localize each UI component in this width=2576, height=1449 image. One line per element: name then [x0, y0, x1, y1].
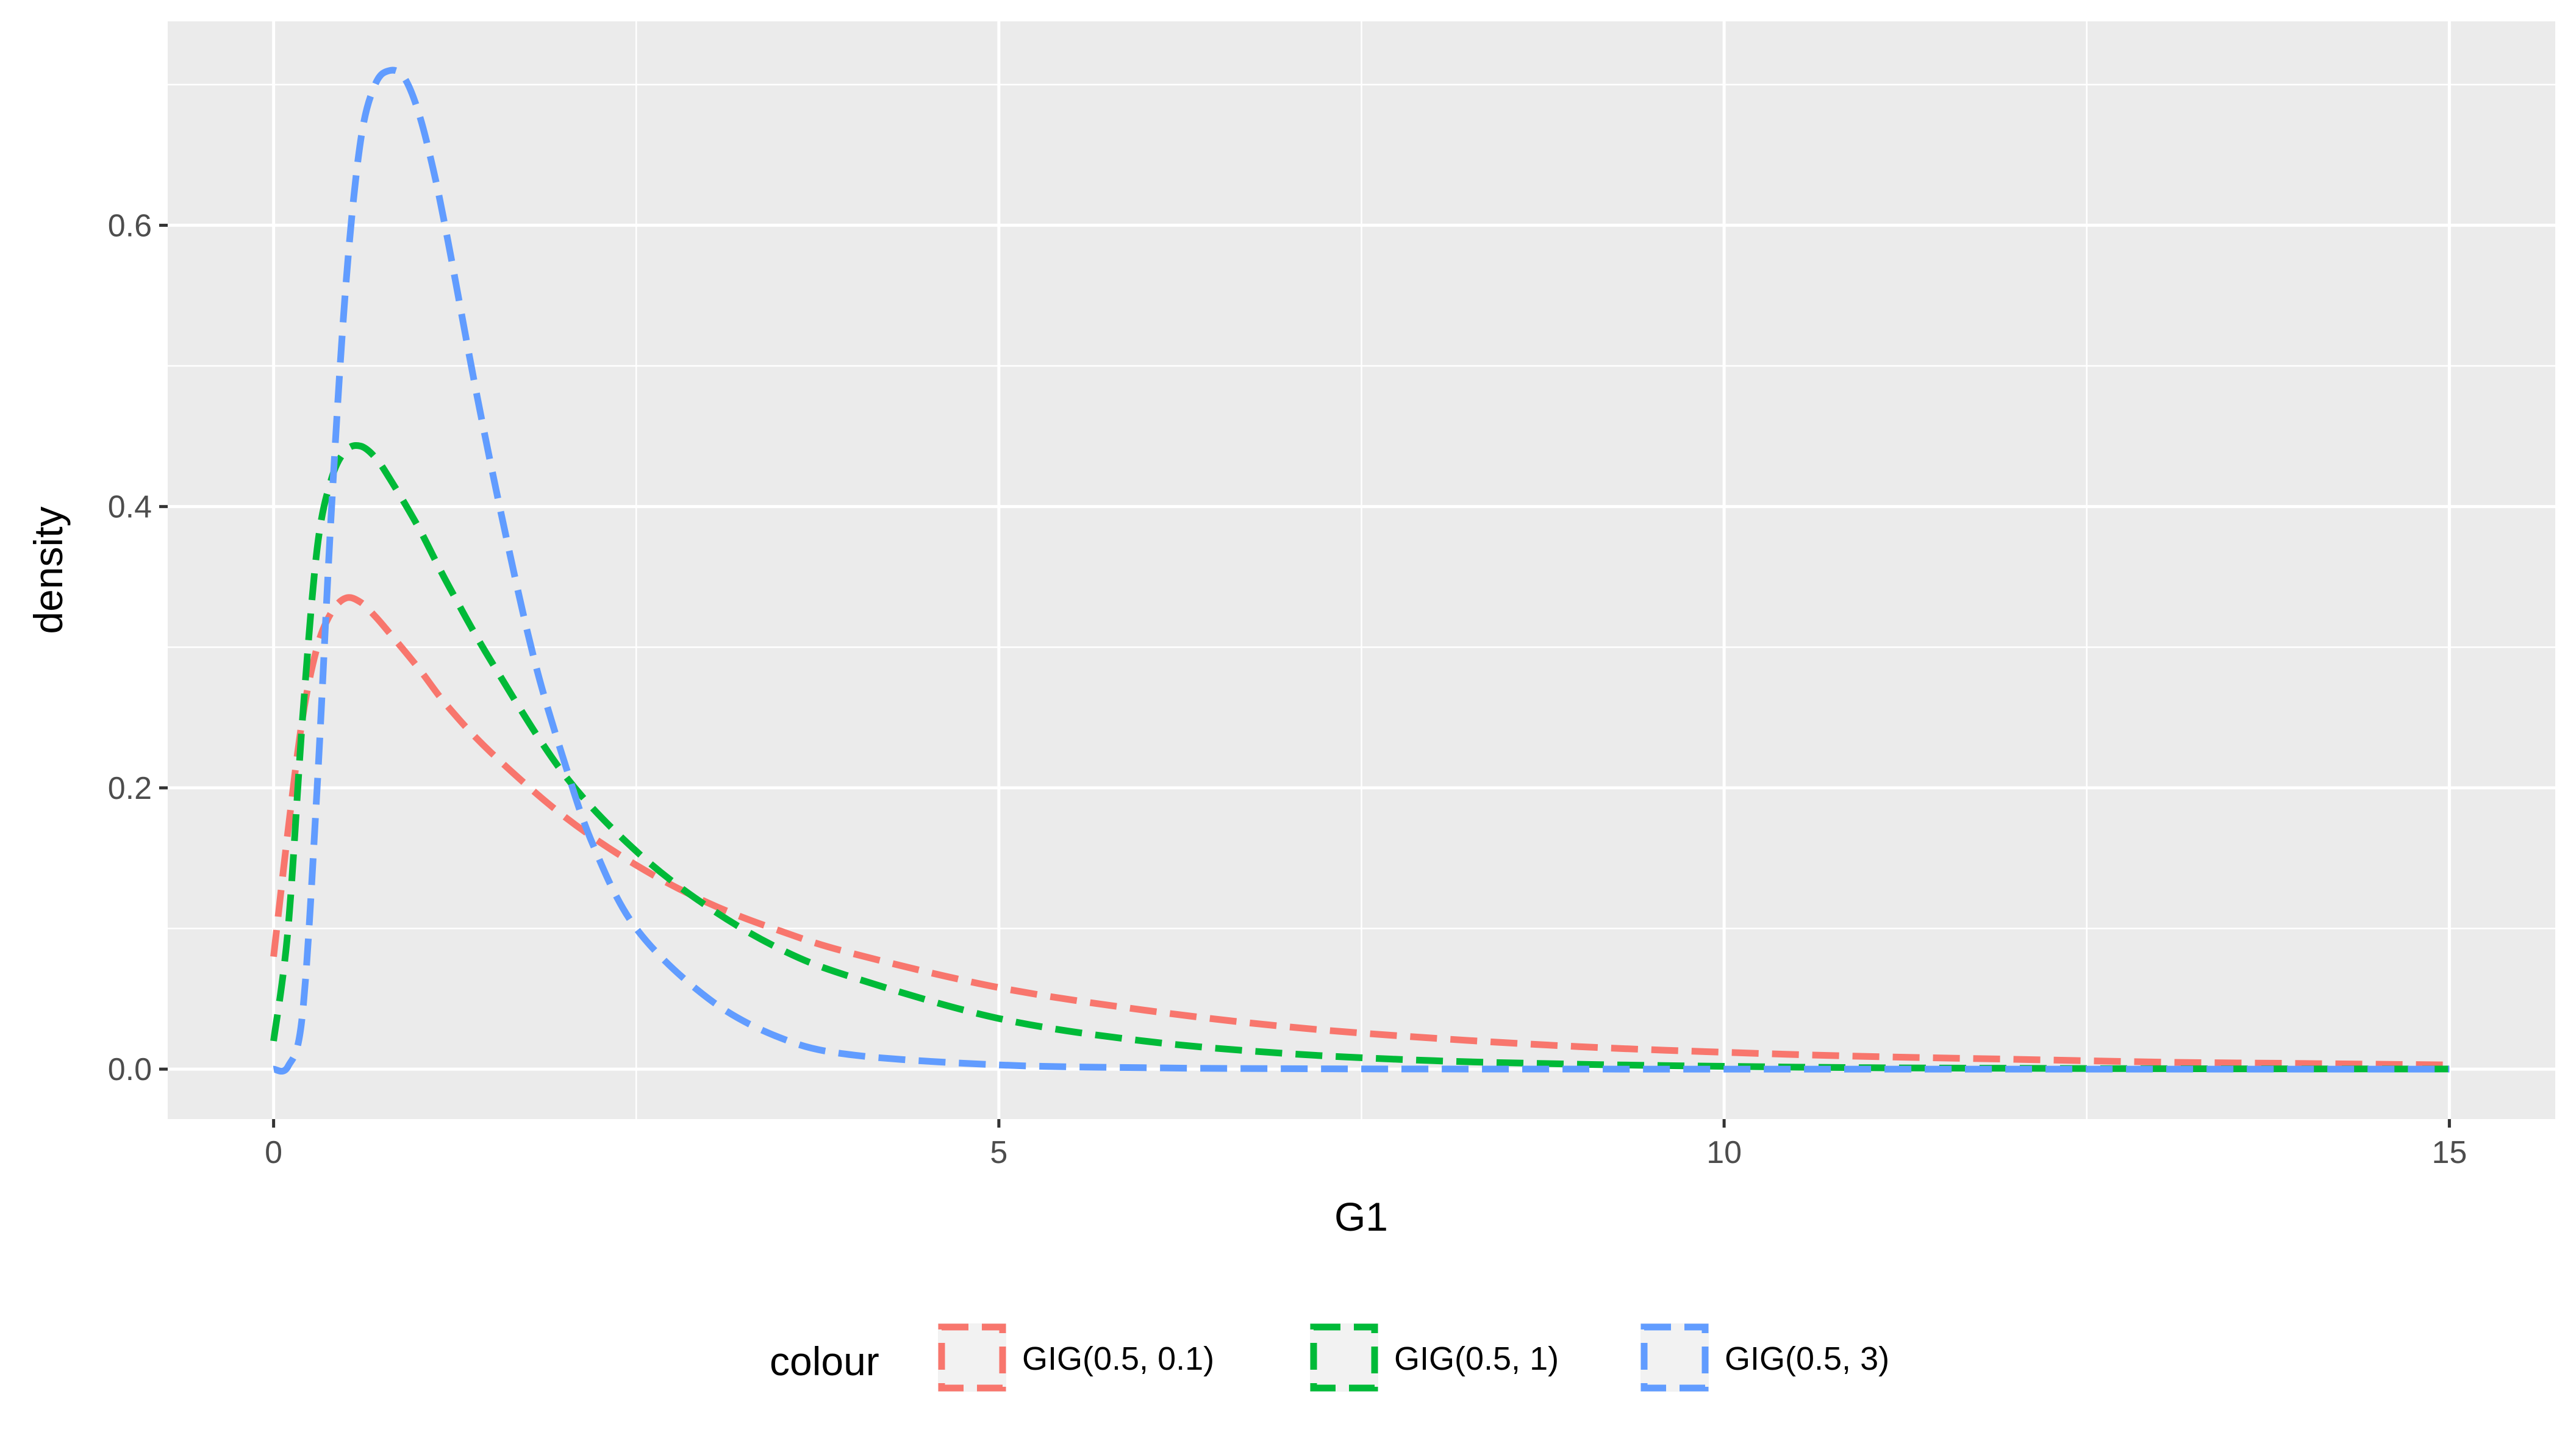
y-tick-label: 0.6 — [108, 208, 152, 243]
legend-key-swatch — [1640, 1323, 1709, 1392]
y-axis: 0.0 0.2 0.4 0.6 — [108, 208, 168, 1087]
y-tick-label: 0.0 — [108, 1052, 152, 1087]
legend-label: GIG(0.5, 1) — [1394, 1340, 1559, 1377]
legend-label: GIG(0.5, 3) — [1725, 1340, 1889, 1377]
legend-title: colour — [770, 1339, 879, 1384]
legend-label: GIG(0.5, 0.1) — [1022, 1340, 1214, 1377]
x-axis: 0 5 10 15 — [265, 1119, 2467, 1170]
x-tick-label: 10 — [1706, 1135, 1742, 1170]
x-tick-label: 5 — [990, 1135, 1007, 1170]
series-line-3 — [273, 66, 2450, 1075]
legend-key-swatch — [1310, 1323, 1378, 1392]
series-layer — [270, 66, 2450, 1075]
y-axis-title: density — [26, 506, 71, 634]
y-tick-label: 0.2 — [108, 771, 152, 806]
y-tick-label: 0.4 — [108, 490, 152, 525]
legend-items: GIG(0.5, 0.1) GIG(0.5, 1) GIG(0.5, 3) — [938, 1323, 1889, 1392]
x-tick-label: 15 — [2431, 1135, 2467, 1170]
x-tick-label: 0 — [265, 1135, 282, 1170]
legend: colour GIG(0.5, 0.1) GIG(0.5, 1) GIG(0.5, … — [770, 1323, 1889, 1392]
minor-grid — [168, 21, 2555, 1119]
series-line-1 — [270, 594, 2450, 1068]
legend-key-bg — [1640, 1323, 1709, 1392]
legend-key-bg — [938, 1323, 1006, 1392]
x-axis-title: G1 — [1334, 1194, 1388, 1239]
legend-key-bg — [1310, 1323, 1378, 1392]
legend-key-swatch — [938, 1323, 1006, 1392]
